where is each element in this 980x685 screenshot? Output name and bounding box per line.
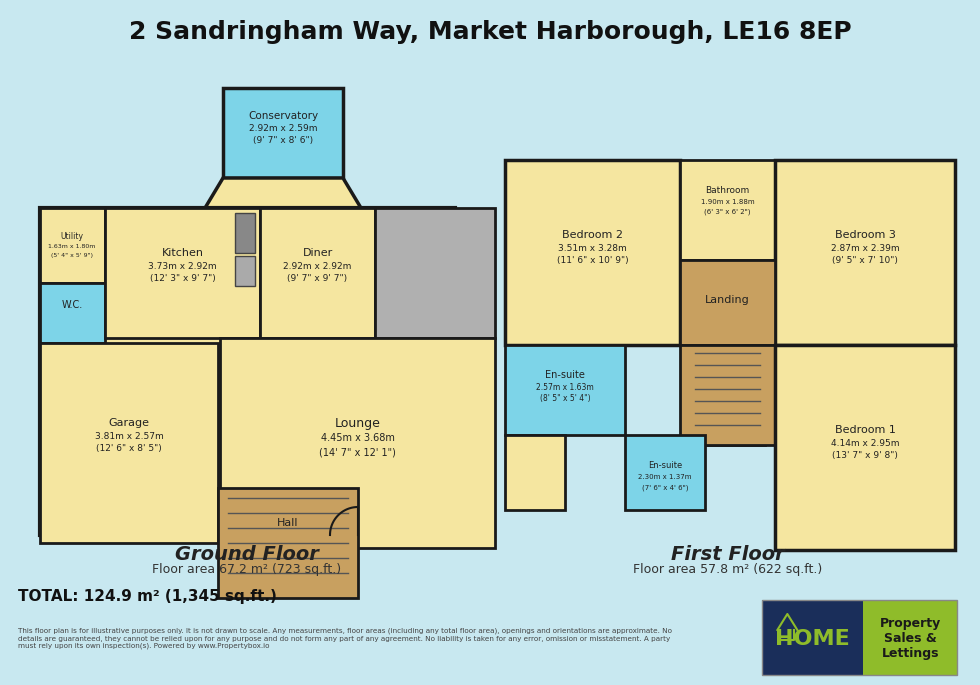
Text: (9' 5" x 7' 10"): (9' 5" x 7' 10")	[832, 256, 898, 264]
Text: TOTAL: 124.9 m² (1,345 sq.ft.): TOTAL: 124.9 m² (1,345 sq.ft.)	[18, 590, 277, 604]
Text: (7' 6" x 4' 6"): (7' 6" x 4' 6")	[642, 485, 688, 491]
Text: Bedroom 3: Bedroom 3	[835, 230, 896, 240]
Text: (5' 4" x 5' 9"): (5' 4" x 5' 9")	[51, 253, 93, 258]
Text: Ground Floor: Ground Floor	[175, 545, 318, 564]
Bar	[375, 208, 495, 338]
Bar	[40, 283, 105, 343]
Bar	[40, 208, 105, 283]
Bar	[762, 600, 863, 675]
Bar	[625, 435, 705, 510]
Text: 4.14m x 2.95m: 4.14m x 2.95m	[831, 438, 900, 447]
Text: Property: Property	[880, 617, 941, 630]
Text: Bedroom 2: Bedroom 2	[562, 230, 623, 240]
Bar	[220, 338, 495, 548]
Text: Garage: Garage	[109, 418, 150, 428]
Text: (11' 6" x 10' 9"): (11' 6" x 10' 9")	[557, 256, 628, 264]
Bar	[680, 345, 775, 445]
Text: (12' 3" x 9' 7"): (12' 3" x 9' 7")	[150, 273, 216, 282]
Bar	[762, 600, 957, 675]
Text: (9' 7" x 8' 6"): (9' 7" x 8' 6")	[253, 136, 313, 145]
Text: Bedroom 1: Bedroom 1	[835, 425, 896, 435]
Text: 2.87m x 2.39m: 2.87m x 2.39m	[831, 243, 900, 253]
Text: 3.51m x 3.28m: 3.51m x 3.28m	[559, 243, 627, 253]
Text: Diner: Diner	[303, 248, 332, 258]
Text: En-suite: En-suite	[545, 370, 585, 380]
Text: 2 Sandringham Way, Market Harborough, LE16 8EP: 2 Sandringham Way, Market Harborough, LE…	[128, 20, 852, 44]
Text: This floor plan is for illustrative purposes only. It is not drawn to scale. Any: This floor plan is for illustrative purp…	[18, 628, 672, 649]
Text: Sales &: Sales &	[884, 632, 937, 645]
Bar	[235, 213, 255, 253]
Text: (14' 7" x 12' 1"): (14' 7" x 12' 1")	[319, 447, 396, 457]
Polygon shape	[205, 178, 361, 208]
Text: 2.30m x 1.37m: 2.30m x 1.37m	[638, 474, 692, 480]
Text: Conservatory: Conservatory	[248, 111, 318, 121]
Text: (12' 6" x 8' 5"): (12' 6" x 8' 5")	[96, 443, 162, 453]
Bar	[775, 345, 955, 550]
Text: Lounge: Lounge	[334, 416, 380, 429]
Text: 2.92m x 2.59m: 2.92m x 2.59m	[249, 123, 318, 132]
Text: Utility: Utility	[61, 232, 83, 240]
Bar	[235, 256, 255, 286]
Polygon shape	[40, 208, 455, 535]
Bar	[690, 345, 765, 445]
Text: 1.90m x 1.88m: 1.90m x 1.88m	[701, 199, 755, 205]
Text: 3.81m x 2.57m: 3.81m x 2.57m	[95, 432, 164, 440]
Text: Landing: Landing	[706, 295, 750, 305]
Bar	[40, 343, 218, 543]
Text: 4.45m x 3.68m: 4.45m x 3.68m	[320, 433, 394, 443]
Text: First Floor: First Floor	[671, 545, 785, 564]
Text: 2.57m x 1.63m: 2.57m x 1.63m	[536, 382, 594, 392]
Text: Floor area 57.8 m² (622 sq.ft.): Floor area 57.8 m² (622 sq.ft.)	[633, 564, 822, 577]
Bar	[505, 435, 565, 510]
Text: 1.63m x 1.80m: 1.63m x 1.80m	[48, 243, 96, 249]
Bar	[863, 600, 957, 675]
Bar	[680, 260, 775, 345]
Text: (8' 5" x 5' 4"): (8' 5" x 5' 4")	[540, 393, 590, 403]
Text: 2.92m x 2.92m: 2.92m x 2.92m	[283, 262, 352, 271]
Text: Kitchen: Kitchen	[162, 248, 204, 258]
Text: (13' 7" x 9' 8"): (13' 7" x 9' 8")	[832, 451, 898, 460]
Text: 3.73m x 2.92m: 3.73m x 2.92m	[148, 262, 217, 271]
Bar	[775, 160, 955, 345]
Text: Lettings: Lettings	[881, 647, 939, 660]
Bar	[218, 488, 358, 598]
Bar	[505, 160, 680, 345]
Text: (6' 3" x 6' 2"): (6' 3" x 6' 2")	[705, 209, 751, 215]
Text: HOME: HOME	[775, 629, 850, 649]
Text: Bathroom: Bathroom	[706, 186, 750, 195]
Text: En-suite: En-suite	[648, 460, 682, 469]
Text: W.C.: W.C.	[62, 300, 82, 310]
Text: (9' 7" x 9' 7"): (9' 7" x 9' 7")	[287, 273, 348, 282]
Bar	[680, 160, 775, 260]
Text: Floor area 67.2 m² (723 sq.ft.): Floor area 67.2 m² (723 sq.ft.)	[153, 564, 342, 577]
Bar	[105, 208, 260, 338]
Bar	[505, 345, 625, 435]
Text: Hall: Hall	[277, 518, 299, 528]
Bar	[223, 88, 343, 178]
Bar	[260, 208, 375, 338]
